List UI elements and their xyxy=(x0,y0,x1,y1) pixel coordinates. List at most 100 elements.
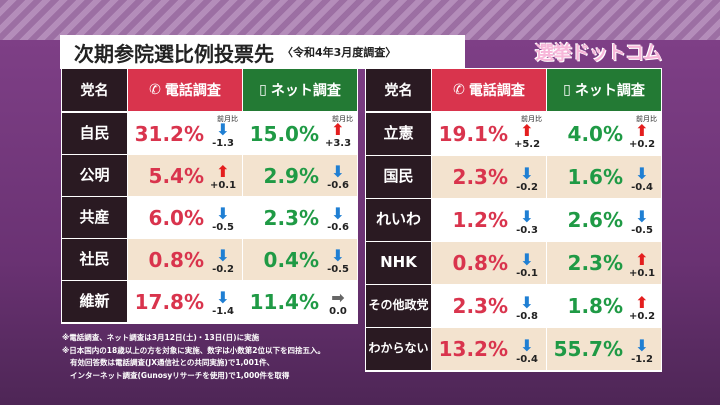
arrow-up-icon: ⬆ xyxy=(635,249,649,269)
net-percent: 2.3% xyxy=(263,205,319,230)
party-name: 共産 xyxy=(62,197,127,238)
header-party: 党名 xyxy=(62,69,127,111)
table-row: 公明 5.4% ⬆ +0.1 2.9% ⬇ -0.6 xyxy=(62,155,357,196)
note: ※日本国内の18歳以上の方を対象に実施、数字は小数第2位以下を四捨五入。 xyxy=(62,345,325,355)
net-cell: 55.7% ⬇ -1.2 xyxy=(547,328,661,370)
phone-percent: 6.0% xyxy=(148,205,204,230)
net-percent: 0.4% xyxy=(263,247,319,272)
page-subtitle: 〈令和4年3月度調査〉 xyxy=(282,46,397,59)
net-change: -0.6 xyxy=(327,180,349,191)
header-internet: ▯ ネット調査 xyxy=(243,69,357,111)
table-row: わからない 13.2% ⬇ -0.4 55.7% ⬇ -1.2 xyxy=(366,328,661,370)
phone-icon: ✆ xyxy=(453,82,465,98)
net-percent: 2.9% xyxy=(263,163,319,188)
smartphone-icon: ▯ xyxy=(563,82,571,98)
party-name: その他政党 xyxy=(366,285,431,327)
arrow-down-icon: ⬇ xyxy=(216,288,230,307)
left-table: 党名 ✆ 電話調査 ▯ ネット調査 自民 前月比 31.2% ⬇ -1.3 前月比 … xyxy=(61,68,358,324)
table-row: NHK 0.8% ⬇ -0.1 2.3% ⬆ +0.1 xyxy=(366,242,661,284)
arrow-down-icon: ⬇ xyxy=(635,335,649,355)
note: ※電話調査、ネット調査は3月12日(土)・13日(日)に実施 xyxy=(62,333,260,342)
net-change: -0.4 xyxy=(631,181,653,193)
net-cell: 2.3% ⬆ +0.1 xyxy=(547,242,661,284)
table-row: 維新 17.8% ⬇ -1.4 11.4% ➡ 0.0 xyxy=(62,281,357,322)
net-cell: 11.4% ➡ 0.0 xyxy=(243,281,357,322)
phone-percent: 1.2% xyxy=(452,208,508,232)
header-phone: ✆ 電話調査 xyxy=(432,69,546,111)
phone-percent: 0.8% xyxy=(452,251,508,275)
net-cell: 1.6% ⬇ -0.4 xyxy=(547,156,661,198)
net-change: -0.5 xyxy=(631,224,653,236)
phone-change: +5.2 xyxy=(513,138,541,150)
arrow-down-icon: ⬇ xyxy=(216,246,230,265)
party-name: 公明 xyxy=(62,155,127,196)
change-label: 前月比 xyxy=(332,115,353,123)
arrow-down-icon: ⬇ xyxy=(635,206,649,226)
phone-cell: 5.4% ⬆ +0.1 xyxy=(128,155,242,196)
phone-percent: 2.3% xyxy=(452,165,508,189)
arrow-down-icon: ⬇ xyxy=(520,249,534,269)
phone-change: -0.8 xyxy=(516,310,538,322)
table-row: その他政党 2.3% ⬇ -0.8 1.8% ⬆ +0.2 xyxy=(366,285,661,327)
phone-percent: 13.2% xyxy=(438,337,508,361)
phone-change: -1.3 xyxy=(212,138,234,149)
net-change: +3.3 xyxy=(324,138,352,149)
smartphone-icon: ▯ xyxy=(259,82,267,98)
phone-icon: ✆ xyxy=(149,82,161,98)
net-percent: 1.6% xyxy=(567,165,623,189)
phone-change: -0.1 xyxy=(516,267,538,279)
phone-cell: 2.3% ⬇ -0.8 xyxy=(432,285,546,327)
page-title: 次期参院選比例投票先 xyxy=(74,41,274,66)
phone-change: -0.3 xyxy=(516,224,538,236)
phone-cell: 6.0% ⬇ -0.5 xyxy=(128,197,242,238)
phone-change: -0.2 xyxy=(212,264,234,275)
phone-cell: 前月比 19.1% ⬆ +5.2 xyxy=(432,113,546,155)
phone-change: +0.1 xyxy=(209,180,237,191)
table-row: 社民 0.8% ⬇ -0.2 0.4% ⬇ -0.5 xyxy=(62,239,357,280)
header-internet: ▯ ネット調査 xyxy=(547,69,661,111)
phone-percent: 19.1% xyxy=(438,122,508,146)
net-change: +0.2 xyxy=(628,138,656,150)
net-change: +0.1 xyxy=(628,267,656,279)
arrow-down-icon: ⬇ xyxy=(520,335,534,355)
net-percent: 11.4% xyxy=(249,289,319,314)
note: 有効回答数は電話調査(JX通信社との共同実施)で1,001件、 xyxy=(70,358,275,367)
net-percent: 2.6% xyxy=(567,208,623,232)
party-name: NHK xyxy=(366,242,431,284)
net-change: -1.2 xyxy=(631,353,653,365)
header-phone: ✆ 電話調査 xyxy=(128,69,242,111)
arrow-down-icon: ⬇ xyxy=(216,204,230,223)
arrow-up-icon: ⬆ xyxy=(216,162,230,181)
phone-percent: 31.2% xyxy=(134,121,204,146)
net-change: -0.5 xyxy=(327,264,349,275)
net-change: +0.2 xyxy=(628,310,656,322)
net-change: 0.0 xyxy=(329,306,347,317)
net-percent: 4.0% xyxy=(567,122,623,146)
net-cell: 1.8% ⬆ +0.2 xyxy=(547,285,661,327)
net-percent: 1.8% xyxy=(567,294,623,318)
phone-cell: 0.8% ⬇ -0.1 xyxy=(432,242,546,284)
note: インターネット調査(Gunosyリサーチを使用)で1,000件を取得 xyxy=(70,370,290,380)
phone-cell: 0.8% ⬇ -0.2 xyxy=(128,239,242,280)
arrow-down-icon: ⬇ xyxy=(331,204,345,223)
net-percent: 55.7% xyxy=(553,337,623,361)
arrow-down-icon: ⬇ xyxy=(520,292,534,312)
logo: 選挙ドットコム xyxy=(535,42,662,64)
change-label: 前月比 xyxy=(521,115,542,123)
net-cell: 前月比 15.0% ⬆ +3.3 xyxy=(243,113,357,154)
phone-cell: 17.8% ⬇ -1.4 xyxy=(128,281,242,322)
change-label: 前月比 xyxy=(217,115,238,123)
arrow-down-icon: ⬇ xyxy=(216,120,230,139)
arrow-down-icon: ⬇ xyxy=(331,162,345,181)
table-row: 自民 前月比 31.2% ⬇ -1.3 前月比 15.0% ⬆ +3.3 xyxy=(62,113,357,154)
net-cell: 2.6% ⬇ -0.5 xyxy=(547,199,661,241)
net-change: -0.6 xyxy=(327,222,349,233)
net-percent: 15.0% xyxy=(249,121,319,146)
phone-cell: 2.3% ⬇ -0.2 xyxy=(432,156,546,198)
party-name: れいわ xyxy=(366,199,431,241)
phone-change: -0.4 xyxy=(516,353,538,365)
title-box: 次期参院選比例投票先 〈令和4年3月度調査〉 xyxy=(60,35,465,69)
arrow-up-icon: ⬆ xyxy=(635,292,649,312)
phone-change: -0.5 xyxy=(212,222,234,233)
arrow-up-icon: ⬆ xyxy=(520,120,534,140)
